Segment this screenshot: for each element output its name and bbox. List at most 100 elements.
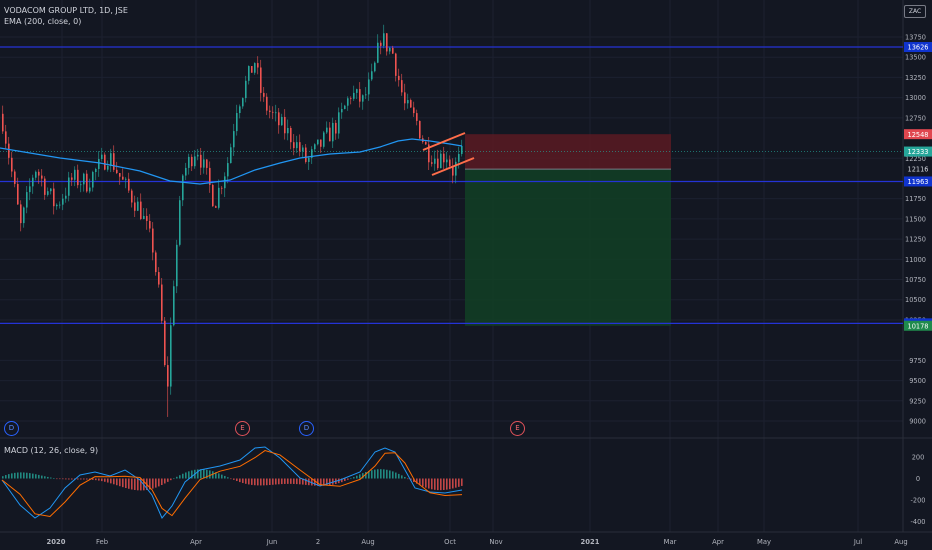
macd-histogram-bar: [299, 478, 301, 485]
macd-histogram-bar: [32, 473, 34, 479]
candle-body: [86, 173, 88, 192]
time-tick-label: Feb: [96, 538, 108, 546]
macd-histogram-bar: [281, 478, 283, 485]
price-tick-label: 11000: [905, 256, 926, 264]
candle-body: [311, 149, 313, 158]
stop-price-badge-text: 12548: [908, 131, 929, 139]
macd-histogram-bar: [443, 478, 445, 490]
price-tick-label: 9000: [909, 418, 926, 426]
macd-histogram-bar: [5, 475, 7, 479]
candle-body: [221, 187, 223, 189]
candle-body: [152, 228, 154, 253]
candle-body: [17, 183, 19, 205]
macd-histogram-bar: [353, 477, 355, 479]
macd-histogram-bar: [80, 478, 82, 480]
candle-body: [233, 131, 235, 148]
candle-body: [236, 113, 238, 132]
candle-body: [41, 175, 43, 179]
macd-histogram-bar: [86, 478, 88, 480]
candle-body: [77, 169, 79, 186]
macd-histogram-bar: [239, 478, 241, 483]
symbol-title[interactable]: VODACOM GROUP LTD, 1D, JSE: [4, 6, 128, 15]
candle-body: [107, 165, 109, 170]
candle-body: [245, 80, 247, 99]
candle-body: [350, 98, 352, 100]
candle-body: [146, 215, 148, 221]
macd-histogram-bar: [293, 478, 295, 484]
macd-histogram-bar: [275, 478, 277, 485]
current-price-badge-text: 12333: [908, 148, 929, 156]
candle-body: [5, 131, 7, 144]
candle-body: [224, 176, 226, 189]
macd-histogram-bar: [44, 476, 46, 479]
macd-histogram-bar: [155, 478, 157, 488]
candle-body: [32, 177, 34, 187]
macd-histogram-bar: [206, 469, 208, 479]
price-tick-label: 13250: [905, 74, 926, 82]
candle-body: [347, 98, 349, 106]
candle-body: [281, 116, 283, 126]
candle-body: [209, 167, 211, 185]
candle-body: [182, 175, 184, 201]
macd-histogram-bar: [200, 469, 202, 479]
macd-histogram-bar: [269, 478, 271, 486]
candle-body: [131, 190, 133, 203]
macd-histogram-bar: [425, 478, 427, 488]
macd-legend[interactable]: MACD (12, 26, close, 9): [4, 446, 99, 455]
macd-histogram-bar: [332, 478, 334, 485]
dividend-marker[interactable]: D: [299, 421, 314, 436]
earnings-marker[interactable]: E: [235, 421, 250, 436]
macd-histogram-bar: [365, 471, 367, 479]
macd-histogram-bar: [116, 478, 118, 486]
price-tick-label: 9500: [909, 377, 926, 385]
price-tick-label: 11250: [905, 236, 926, 244]
candle-body: [170, 325, 172, 387]
earnings-marker[interactable]: E: [510, 421, 525, 436]
macd-histogram-bar: [272, 478, 274, 485]
candle-body: [299, 142, 301, 152]
macd-histogram-bar: [50, 477, 52, 479]
candle-body: [431, 162, 433, 164]
candle-body: [95, 168, 97, 173]
macd-histogram-bar: [263, 478, 265, 486]
candle-body: [284, 116, 286, 134]
candle-body: [74, 169, 76, 180]
candle-body: [125, 178, 127, 180]
candle-body: [461, 145, 463, 154]
macd-histogram-bar: [311, 478, 313, 486]
candle-body: [140, 201, 142, 220]
macd-histogram-bar: [62, 478, 64, 480]
macd-histogram-bar: [302, 478, 304, 485]
macd-histogram-bar: [173, 478, 175, 480]
candle-body: [20, 204, 22, 224]
macd-histogram-bar: [230, 478, 232, 480]
macd-histogram-bar: [176, 476, 178, 479]
candle-body: [302, 147, 304, 152]
macd-histogram-bar: [2, 476, 4, 479]
candle-body: [35, 171, 37, 178]
candle-body: [248, 66, 250, 81]
macd-histogram-bar: [344, 478, 346, 482]
macd-histogram-bar: [92, 478, 94, 480]
candle-body: [80, 184, 82, 186]
candle-body: [128, 178, 130, 191]
time-tick-label: Jun: [266, 538, 278, 546]
macd-histogram-bar: [83, 478, 85, 480]
current-price-badge: [904, 146, 932, 157]
candle-body: [218, 187, 220, 208]
candle-body: [398, 75, 400, 81]
candle-body: [113, 153, 115, 170]
candle-body: [263, 92, 265, 97]
price-tick-label: 10500: [905, 296, 926, 304]
macd-histogram-bar: [164, 478, 166, 484]
ema-legend[interactable]: EMA (200, close, 0): [4, 17, 82, 26]
macd-histogram-bar: [107, 478, 109, 483]
candle-body: [326, 127, 328, 133]
price-tick-label: 13500: [905, 54, 926, 62]
currency-badge[interactable]: ZAC: [904, 5, 926, 18]
dividend-marker[interactable]: D: [4, 421, 19, 436]
macd-tick-label: -200: [911, 497, 926, 505]
macd-histogram-bar: [182, 473, 184, 479]
